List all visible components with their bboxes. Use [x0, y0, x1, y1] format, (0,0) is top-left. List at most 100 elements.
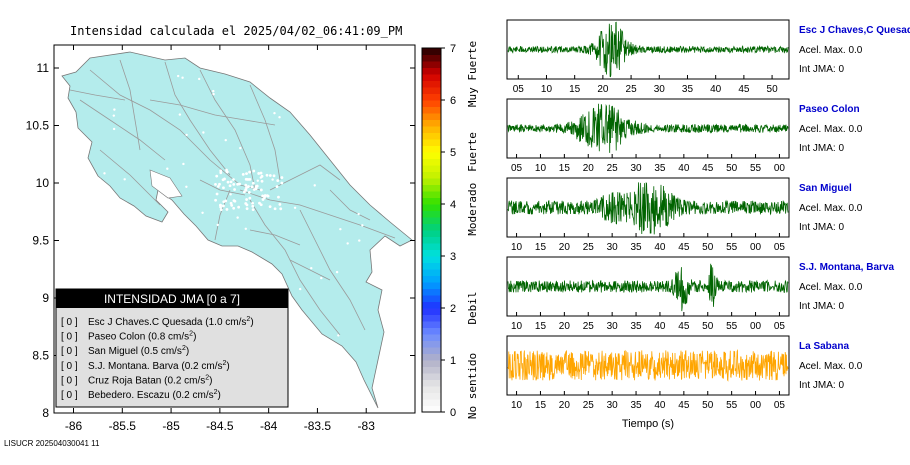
settlement-dot: [273, 207, 277, 211]
waveform-x-tick-label: 05: [774, 242, 786, 253]
colorbar-cell: [422, 392, 441, 400]
waveform-trace: [507, 263, 789, 312]
footer-id: LISUCR 202504030041 11: [4, 439, 100, 448]
colorbar-cell: [422, 145, 441, 153]
settlement-dot: [202, 131, 205, 134]
colorbar-cell: [422, 132, 441, 140]
waveform-x-tick-label: 10: [541, 84, 553, 95]
map-x-tick-label: -85: [162, 419, 180, 433]
settlement-dot: [185, 185, 188, 188]
settlement-dot: [280, 181, 284, 185]
settlement-dot: [229, 180, 233, 184]
settlement-dot: [166, 167, 169, 170]
colorbar-cell: [422, 184, 441, 192]
waveform-x-tick-label: 10: [511, 321, 523, 332]
settlement-dot: [239, 146, 242, 150]
settlement-dot: [337, 334, 340, 337]
colorbar-cell: [422, 308, 441, 315]
station-jma: Int JMA: 0: [799, 143, 844, 154]
waveform-x-tick-label: 25: [583, 400, 595, 411]
settlement-dot: [236, 216, 239, 219]
waveform-x-tick-label: 35: [630, 321, 642, 332]
legend-entry-value: [ 0 ]: [61, 361, 78, 372]
legend-entry-text: Cruz Roja Batan (0.2 cm/s2): [88, 374, 213, 386]
colorbar-frame: [421, 47, 442, 413]
settlement-dot: [226, 180, 230, 184]
colorbar-cell: [422, 74, 441, 81]
legend-entry-text: S.J. Montana. Barva (0.2 cm/s2): [88, 360, 230, 372]
settlement-dot: [123, 178, 126, 181]
colorbar-cell: [422, 334, 441, 341]
settlement-dot: [215, 174, 219, 178]
waveform-panels: 05 10 15 20 25 30 35 40 45 50 Esc J Chaves,C Quesa…: [506, 19, 910, 411]
station-jma: Int JMA: 0: [799, 380, 844, 391]
map-x-axis: -86 -85.5 -85 -84.5 -84 -83.5 -83: [65, 45, 375, 433]
settlement-dot: [271, 178, 274, 181]
colorbar-cell: [422, 399, 441, 406]
settlement-dot: [245, 207, 249, 211]
waveform-x-tick-label: 05: [511, 163, 523, 174]
settlement-dot: [215, 192, 219, 196]
colorbar-cell: [422, 249, 441, 257]
map-y-tick-label: 9: [42, 291, 49, 305]
station-name: Paseo Colon: [799, 104, 860, 115]
settlement-dot: [224, 138, 227, 142]
settlement-dot: [230, 203, 234, 207]
colorbar-cell: [422, 204, 441, 211]
settlement-dot: [247, 185, 250, 188]
waveform-x-tick-label: 05: [774, 400, 786, 411]
colorbar-cell: [422, 321, 441, 328]
legend-box: [55, 288, 289, 408]
waveform-x-tick-label: 30: [607, 400, 619, 411]
settlement-dot: [280, 176, 284, 179]
waveform-x-tick-label: 40: [654, 321, 666, 332]
colorbar-cell: [422, 139, 441, 146]
settlement-dot: [237, 205, 241, 209]
waveform-x-tick-label: 40: [654, 242, 666, 253]
settlement-dot: [181, 76, 184, 79]
settlement-dot: [248, 196, 252, 200]
map-x-tick-label: -83.5: [304, 419, 332, 433]
settlement-dot: [201, 211, 204, 214]
settlement-dot: [259, 176, 263, 179]
station-jma: Int JMA: 0: [799, 301, 844, 312]
colorbar-tick-label: 6: [450, 95, 456, 107]
settlement-dot: [245, 198, 248, 201]
waveform-x-tick-label: 15: [535, 321, 547, 332]
settlement-dot: [254, 187, 258, 191]
settlement-dot: [275, 185, 279, 189]
settlement-dot: [263, 196, 266, 200]
colorbar-cell: [422, 61, 441, 68]
colorbar-cell: [422, 243, 441, 250]
waveform-x-tick-label: 20: [597, 84, 609, 95]
waveform-x-tick-label: 10: [535, 163, 547, 174]
costa-rica-landmass: [61, 51, 413, 409]
waveform-x-tick-label: 50: [767, 84, 779, 95]
waveform-x-tick-label: 10: [511, 400, 523, 411]
waveform-x-tick-label: 35: [630, 400, 642, 411]
waveform-x-tick-label: 35: [654, 163, 666, 174]
colorbar-cell: [422, 210, 441, 218]
waveform-panel: 10 15 20 25 30 35 40 45 50 55 00 05 La Sabana Acel. M…: [506, 335, 863, 411]
map-x-tick-label: -84.5: [206, 419, 234, 433]
settlement-dot: [251, 204, 255, 208]
colorbar-cell: [422, 152, 441, 159]
settlement-dot: [277, 195, 280, 199]
settlement-dot: [357, 212, 360, 216]
waveform-panel: 10 15 20 25 30 35 40 45 50 55 00 05 S.J. Montana, Ba…: [506, 256, 894, 332]
settlement-dot: [232, 206, 236, 210]
settlement-dot: [236, 182, 240, 186]
settlement-dot: [298, 287, 302, 291]
intensity-legend: INTENSIDAD JMA [0 a 7] [ 0 ] Esc J Chaves…: [55, 288, 289, 408]
colorbar-cell: [422, 100, 441, 107]
settlement-dot: [219, 171, 223, 175]
legend-entry-value: [ 0 ]: [61, 346, 78, 357]
colorbar-tick-label: 0: [450, 407, 456, 419]
colorbar-category-label: Muy Fuerte: [466, 41, 479, 107]
map-x-tick-label: -85.5: [109, 419, 137, 433]
settlement-dot: [222, 200, 226, 204]
colorbar-cell: [422, 405, 441, 413]
waveform-x-tick-label: 30: [654, 84, 666, 95]
settlement-dot: [339, 227, 342, 231]
